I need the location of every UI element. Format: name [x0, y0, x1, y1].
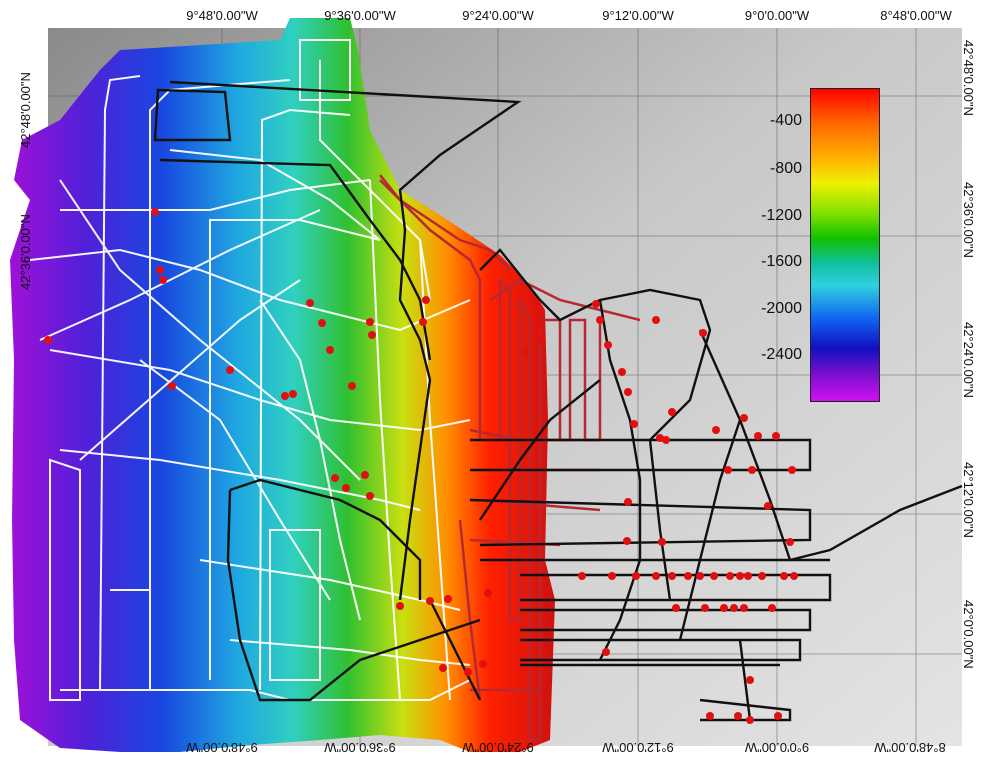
right-latitude-label: 42°36'0.00"N — [961, 182, 976, 258]
depth-color-bar — [810, 88, 880, 402]
top-longitude-label: 9°48'0.00"W — [186, 8, 258, 23]
station-markers — [44, 208, 798, 724]
left-latitude-label: 42°48'0.00"N — [18, 72, 33, 148]
top-longitude-label: 9°12'0.00"W — [602, 8, 674, 23]
black-survey-tracks — [153, 80, 963, 722]
bottom-longitude-label: 8°48'0.00"W — [874, 740, 946, 755]
top-longitude-label: 8°48'0.00"W — [880, 8, 952, 23]
bottom-longitude-label: 9°12'0.00"W — [602, 740, 674, 755]
bottom-longitude-label: 9°36'0.00"W — [324, 740, 396, 755]
right-latitude-label: 42°0'0.00"N — [961, 600, 976, 669]
top-longitude-label: 9°24'0.00"W — [462, 8, 534, 23]
legend-tick-label: -1600 — [761, 253, 802, 270]
legend-tick-label: -1200 — [761, 207, 802, 224]
left-latitude-label: 42°36'0.00"N — [18, 214, 33, 290]
top-longitude-label: 9°0'0.00"W — [744, 8, 810, 23]
bottom-longitude-label: 9°48'0.00"W — [186, 740, 258, 755]
top-longitude-label: 9°36'0.00"W — [324, 8, 396, 23]
right-latitude-label: 42°48'0.00"N — [961, 40, 976, 116]
legend-tick-label: -2000 — [761, 300, 802, 317]
right-latitude-label: 42°24'0.00"N — [961, 322, 976, 398]
legend-tick-label: -800 — [769, 160, 802, 177]
bathymetry-coverage — [10, 18, 555, 752]
legend-tick-label: -400 — [769, 112, 802, 129]
depth-legend: -400 -800 -1200 -1600 -2000 -2400 — [752, 86, 884, 404]
legend-tick-label: -2400 — [761, 346, 802, 363]
bottom-longitude-label: 9°24'0.00"W — [462, 740, 534, 755]
right-latitude-label: 42°12'0.00"N — [961, 462, 976, 538]
bottom-longitude-label: 9°0'0.00"W — [744, 740, 810, 755]
